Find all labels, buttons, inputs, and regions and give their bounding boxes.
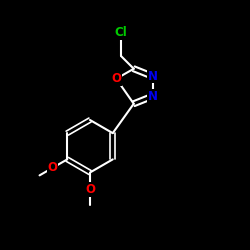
Text: O: O <box>85 183 95 196</box>
Text: N: N <box>148 70 158 83</box>
Text: N: N <box>148 90 158 103</box>
Text: O: O <box>48 162 58 174</box>
Text: O: O <box>111 72 121 85</box>
Text: Cl: Cl <box>115 26 128 39</box>
